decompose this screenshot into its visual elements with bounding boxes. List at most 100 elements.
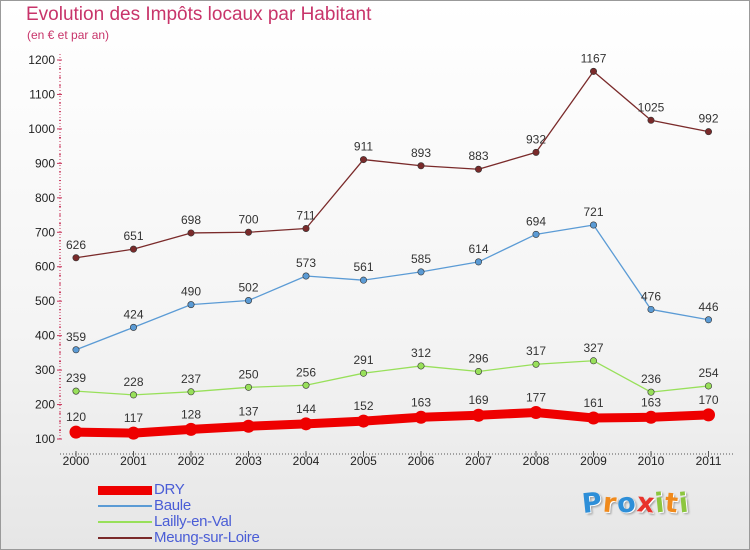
data-point-dry [242, 419, 255, 433]
data-point-meung-sur-loire [359, 156, 367, 164]
data-point-dry [299, 417, 313, 431]
data-point-baule [130, 323, 138, 331]
data-point-dry [414, 410, 428, 424]
x-tick-label: 2011 [696, 454, 722, 468]
data-point-dry [69, 425, 83, 439]
x-tick-label: 2009 [580, 454, 607, 468]
data-label-lailly-en-val: 237 [181, 372, 201, 386]
data-label-baule: 502 [238, 280, 258, 294]
data-point-baule [589, 221, 597, 229]
data-label-meung-sur-loire: 883 [468, 149, 488, 163]
data-label-baule: 573 [296, 256, 316, 270]
data-label-baule: 446 [698, 300, 718, 314]
data-point-lailly-en-val [187, 388, 195, 396]
data-label-meung-sur-loire: 992 [698, 112, 718, 126]
y-tick-label: 300 [35, 363, 55, 377]
data-point-lailly-en-val [302, 381, 310, 389]
x-tick-label: 2008 [523, 454, 550, 468]
data-label-lailly-en-val: 250 [238, 367, 258, 381]
y-tick-label: 1200 [28, 53, 55, 67]
data-point-lailly-en-val [359, 369, 367, 377]
data-label-dry: 144 [296, 402, 316, 416]
data-label-lailly-en-val: 236 [641, 372, 661, 386]
data-label-baule: 561 [353, 260, 373, 274]
x-tick-label: 2000 [63, 454, 90, 468]
data-point-meung-sur-loire [474, 165, 482, 173]
data-point-meung-sur-loire [302, 224, 310, 232]
data-label-dry: 120 [66, 410, 86, 424]
legend-swatch [98, 485, 152, 495]
data-point-baule [704, 316, 712, 324]
data-point-meung-sur-loire [589, 67, 597, 75]
data-label-meung-sur-loire: 911 [354, 140, 373, 154]
data-label-lailly-en-val: 317 [526, 344, 546, 358]
legend-swatch [98, 537, 152, 539]
data-label-meung-sur-loire: 893 [411, 146, 431, 160]
data-point-meung-sur-loire [647, 116, 655, 124]
data-label-baule: 476 [641, 289, 661, 303]
legend-label: Lailly-en-Val [154, 513, 232, 530]
proxiti-logo: Proxiti [580, 486, 692, 521]
data-point-lailly-en-val [130, 391, 138, 399]
data-point-baule [474, 258, 482, 266]
x-tick-label: 2005 [350, 454, 377, 468]
x-tick-label: 2002 [178, 454, 205, 468]
data-label-baule: 424 [123, 307, 143, 321]
data-point-baule [417, 268, 425, 276]
data-label-meung-sur-loire: 698 [181, 213, 201, 227]
data-label-meung-sur-loire: 651 [123, 229, 143, 243]
logo-letter: i [677, 487, 692, 520]
data-point-meung-sur-loire [72, 254, 80, 262]
data-label-baule: 585 [411, 252, 431, 266]
data-label-lailly-en-val: 239 [66, 371, 86, 385]
data-label-lailly-en-val: 228 [123, 375, 143, 389]
data-label-dry: 170 [698, 393, 718, 407]
data-label-baule: 694 [526, 214, 546, 228]
data-point-meung-sur-loire [187, 229, 195, 237]
data-point-meung-sur-loire [417, 162, 425, 170]
data-point-baule [532, 230, 540, 238]
data-label-meung-sur-loire: 700 [238, 212, 258, 226]
data-label-lailly-en-val: 256 [296, 365, 316, 379]
data-point-baule [359, 276, 367, 284]
y-tick-label: 700 [35, 225, 55, 239]
data-label-lailly-en-val: 327 [583, 341, 603, 355]
data-label-dry: 152 [353, 399, 373, 413]
data-point-lailly-en-val [704, 382, 712, 390]
legend-swatch [98, 521, 152, 523]
x-tick-label: 2006 [408, 454, 435, 468]
data-point-meung-sur-loire [130, 245, 138, 253]
data-point-dry [472, 408, 485, 422]
data-label-meung-sur-loire: 626 [66, 238, 86, 252]
series-dry [69, 405, 715, 440]
series-line-baule [75, 224, 710, 351]
data-label-lailly-en-val: 296 [468, 351, 488, 365]
chart-subtitle: (en € et par an) [27, 28, 110, 42]
series-line-dry [71, 407, 713, 438]
data-point-lailly-en-val [72, 387, 80, 395]
x-tick-label: 2007 [465, 454, 492, 468]
x-tick-label: 2010 [638, 454, 665, 468]
data-label-dry: 163 [411, 395, 431, 409]
data-label-meung-sur-loire: 1025 [638, 100, 665, 114]
logo-letter: o [615, 487, 639, 520]
data-point-dry [127, 426, 140, 440]
series-meung-sur-loire [72, 67, 712, 262]
data-label-dry: 169 [468, 393, 488, 407]
legend-label: Meung-sur-Loire [154, 529, 260, 546]
data-label-baule: 359 [66, 330, 86, 344]
y-tick-label: 1100 [29, 87, 55, 101]
x-tick-label: 2004 [293, 454, 320, 468]
x-tick-label: 2001 [120, 454, 147, 468]
y-tick-label: 400 [35, 329, 55, 343]
data-point-meung-sur-loire [704, 128, 712, 136]
legend-label: Baule [154, 497, 191, 514]
series-line-meung-sur-loire [75, 70, 710, 259]
data-label-lailly-en-val: 312 [411, 346, 431, 360]
series-lines [69, 67, 715, 440]
data-point-dry [587, 411, 600, 425]
data-point-meung-sur-loire [245, 228, 253, 236]
data-point-dry [529, 405, 543, 419]
logo-letter: P [580, 486, 605, 521]
data-point-lailly-en-val [474, 367, 482, 375]
